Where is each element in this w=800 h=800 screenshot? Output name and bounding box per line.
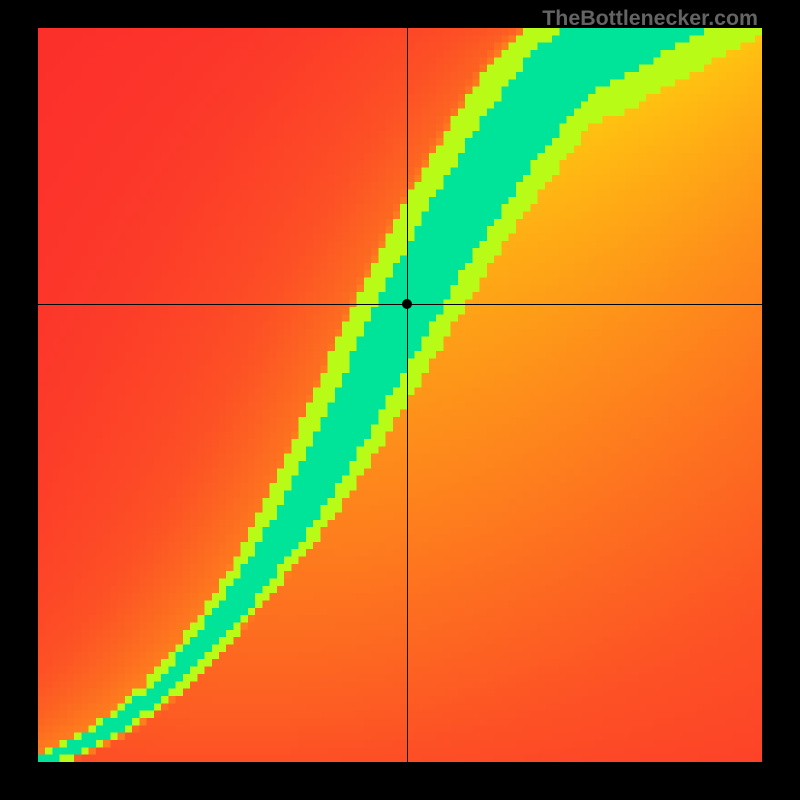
crosshair-horizontal [38, 304, 762, 305]
crosshair-vertical [407, 28, 408, 762]
heatmap-canvas [38, 28, 762, 762]
watermark-text: TheBottlenecker.com [542, 6, 758, 31]
chart-container: TheBottlenecker.com [0, 0, 800, 800]
marker-dot [402, 299, 412, 309]
plot-area [38, 28, 762, 762]
